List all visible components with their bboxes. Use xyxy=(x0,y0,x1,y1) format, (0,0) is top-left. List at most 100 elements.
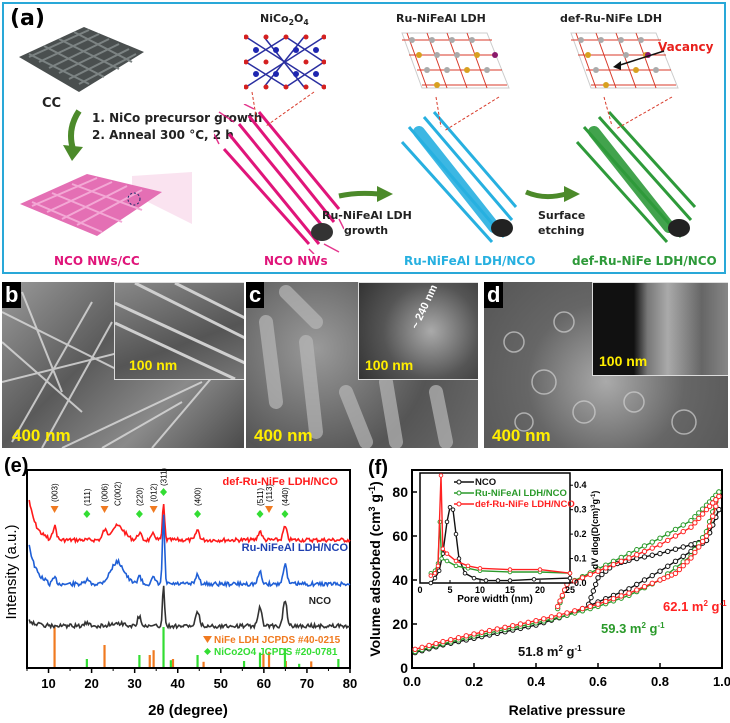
x-tick-label: 70 xyxy=(300,676,314,691)
inset-psd-point xyxy=(453,563,459,569)
isotherm-point xyxy=(564,610,570,616)
inset-x-tick-label: 25 xyxy=(565,585,575,595)
isotherm-point xyxy=(649,552,655,558)
down-arrow-icon xyxy=(63,109,83,161)
step-2-text: 2. Anneal 300 °C, 2 h xyxy=(92,128,234,142)
inset-psd-point xyxy=(567,575,573,581)
isotherm-point xyxy=(688,517,694,524)
area-label-ru-nifeal: 59.3 m2 g-1 xyxy=(601,621,665,636)
panel-c-scale: 400 nm xyxy=(254,426,313,445)
chart-f-xlabel: Relative pressure xyxy=(509,702,626,718)
chart-f-plot-area: 0.0 0.2 0.4 0.6 0.8 1.0 0 20 40 60 80 xyxy=(392,484,730,689)
isotherm-point xyxy=(688,524,694,530)
isotherm-point xyxy=(579,575,586,581)
panel-a-label: (a) xyxy=(10,6,45,31)
isotherm-point xyxy=(592,581,599,588)
inset-psd-point xyxy=(450,507,456,512)
chart-e-plot-area: 10 20 30 40 50 60 70 80 (003) (111) (006) C(002) (22… xyxy=(26,468,357,691)
inset-psd-point xyxy=(471,575,477,581)
nanorod-texture xyxy=(259,285,453,448)
isotherm-point xyxy=(713,503,719,509)
peak-marker-triangle xyxy=(50,506,59,513)
chart-e-xrd: (e) 10 20 30 40 50 60 70 80 (003) (111) (006) C(002… xyxy=(3,455,357,719)
inset-x-tick-label: 20 xyxy=(535,585,545,595)
panel-b-inset-scale: 100 nm xyxy=(129,357,178,373)
def-ru-nife-ldh-label: def-Ru-NiFe LDH xyxy=(560,12,663,25)
x-tick-label: 20 xyxy=(84,676,98,691)
caption-nco-nws-cc: NCO NWs/CC xyxy=(54,254,140,268)
isotherm-point xyxy=(649,539,655,545)
peak-marker-diamond xyxy=(256,510,264,518)
series-label-ru-nifeal: Ru-NiFeAl LDH/NCO xyxy=(242,542,349,554)
isotherm-point xyxy=(634,581,640,588)
isotherm-point xyxy=(517,621,524,627)
chart-e-frame xyxy=(26,469,351,669)
area-label-def-ru-nife: 62.1 m2 g-1 xyxy=(663,599,727,614)
nico2o4-label: NiCo2O4 xyxy=(260,12,309,28)
inset-x-tick-label: 15 xyxy=(505,585,515,595)
peak-marker-diamond xyxy=(281,510,289,518)
def-ru-nife-ldh-structure xyxy=(570,32,679,89)
isotherm-point xyxy=(672,558,679,565)
chart-f-ylabel: Volume adsorbed (cm3 g-1) xyxy=(367,481,383,656)
isotherm-point xyxy=(672,526,679,533)
isotherm-point xyxy=(676,566,683,573)
isotherm-point xyxy=(641,577,648,583)
panel-f-label: (f) xyxy=(368,457,388,479)
inset-psd-line xyxy=(430,505,571,584)
isotherm-point xyxy=(672,546,679,552)
peak-label: (111) xyxy=(83,488,92,506)
isotherm-point xyxy=(716,493,722,500)
isotherm-point xyxy=(572,578,578,584)
isotherm-point xyxy=(541,616,547,622)
panel-d-scale: 400 nm xyxy=(492,426,551,445)
isotherm-point xyxy=(641,554,648,560)
inset-psd-point xyxy=(432,570,438,576)
x-tick-label: 1.0 xyxy=(713,674,730,689)
peak-marker-triangle xyxy=(100,506,109,513)
inset-psd-point xyxy=(439,556,444,561)
isotherm-point xyxy=(479,629,485,635)
inset-psd-point xyxy=(477,566,483,571)
isotherm-point xyxy=(680,528,686,535)
inset-psd-point xyxy=(428,573,434,578)
isotherm-point xyxy=(634,587,640,593)
panel-c-label: c xyxy=(246,282,265,308)
right-arrow-icon xyxy=(338,186,393,202)
isotherm-point xyxy=(572,608,578,614)
inset-legend-def-ru-nife: def-Ru-NiFe LDH/NCO xyxy=(475,499,575,510)
inset-y-tick-label: 0.3 xyxy=(574,505,587,515)
step-1-text: 1. NiCo precursor growth xyxy=(92,111,263,125)
xrd-line-nco xyxy=(28,585,351,631)
nco-nanowire-illustration xyxy=(214,104,344,254)
isotherm-point xyxy=(587,603,593,610)
isotherm-point xyxy=(626,590,632,596)
inset-psd-point xyxy=(507,578,513,583)
y-tick-label: 60 xyxy=(392,528,408,544)
isotherm-point xyxy=(716,506,722,513)
zoom-dashed-lines xyxy=(251,91,673,132)
panel-d-label: d xyxy=(484,282,504,308)
peak-label: (440) xyxy=(281,487,290,506)
y-tick-label: 20 xyxy=(392,616,408,632)
isotherm-point xyxy=(641,583,648,590)
isotherm-point xyxy=(463,633,469,639)
peak-marker-diamond xyxy=(83,510,91,518)
isotherm-point xyxy=(665,548,671,555)
isotherm-point xyxy=(680,563,686,569)
inset-psd-point xyxy=(537,567,543,572)
isotherm-point xyxy=(599,571,605,578)
x-tick-label: 80 xyxy=(343,676,357,691)
isotherm-point xyxy=(665,531,671,537)
isotherm-point xyxy=(556,612,562,618)
isotherm-point xyxy=(696,544,702,550)
y-tick-label: 40 xyxy=(392,572,408,588)
isotherm-point xyxy=(525,619,531,626)
panel-d-inset-scale: 100 nm xyxy=(599,353,648,369)
inset-psd-point xyxy=(444,519,450,525)
isotherm-point xyxy=(595,601,601,607)
inset-psd-point xyxy=(507,567,513,572)
isotherm-point xyxy=(603,598,609,605)
inset-psd-point xyxy=(444,551,450,556)
isotherm-point xyxy=(657,568,663,574)
